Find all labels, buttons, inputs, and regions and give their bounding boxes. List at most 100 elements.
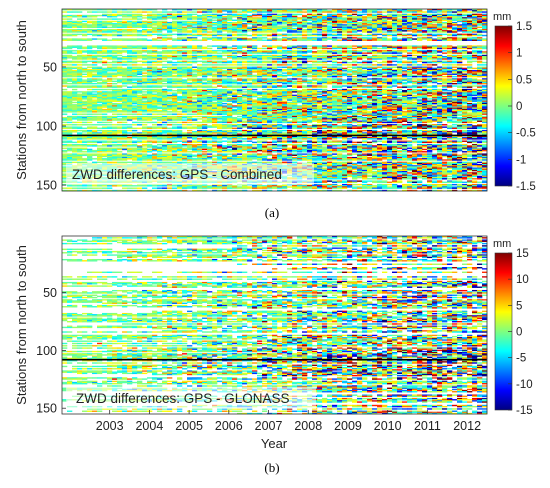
heat-cell: [337, 73, 343, 75]
heat-cell: [262, 54, 268, 57]
heat-cell: [477, 71, 483, 73]
heat-cell: [287, 11, 293, 13]
heat-cell: [342, 93, 348, 95]
heat-cell: [152, 70, 158, 72]
heat-cell: [412, 60, 418, 63]
heat-cell: [192, 97, 198, 99]
heat-cell: [277, 61, 283, 64]
heat-cell: [417, 33, 423, 36]
heat-cell: [182, 57, 188, 59]
heat-cell: [222, 88, 228, 91]
heat-cell: [442, 30, 448, 32]
heat-cell: [97, 33, 103, 36]
heat-cell: [457, 61, 463, 64]
heat-cell: [122, 51, 128, 53]
heat-cell: [197, 66, 203, 68]
heat-cell: [342, 85, 348, 87]
heat-cell: [72, 93, 78, 95]
heat-cell: [122, 21, 128, 24]
heat-cell: [417, 67, 423, 70]
heat-cell: [337, 39, 343, 41]
heat-cell: [147, 14, 153, 17]
heat-cell: [407, 67, 413, 70]
heat-cell: [97, 18, 103, 20]
heat-cell: [482, 94, 488, 97]
heat-cell: [192, 9, 198, 11]
heat-cell: [432, 60, 438, 63]
heat-cell: [202, 16, 208, 18]
heat-cell: [347, 68, 353, 71]
heat-cell: [157, 54, 163, 57]
heat-cell: [167, 72, 173, 74]
heat-cell: [242, 91, 248, 93]
heat-cell: [467, 9, 473, 11]
heat-cell: [482, 78, 488, 80]
heat-cell: [342, 25, 348, 27]
heat-cell: [377, 58, 383, 60]
heat-cell: [117, 39, 123, 41]
heat-cell: [202, 23, 208, 25]
heat-cell: [482, 91, 488, 93]
heat-cell: [382, 95, 388, 98]
heat-cell: [107, 80, 113, 83]
heat-cell: [67, 55, 73, 58]
heat-cell: [342, 91, 348, 93]
heat-cell: [422, 90, 428, 92]
heat-cell: [117, 33, 123, 36]
heat-cell: [87, 79, 93, 81]
heat-cell: [187, 47, 193, 50]
heat-cell: [367, 26, 373, 29]
heat-cell: [127, 82, 133, 85]
heat-cell: [182, 30, 188, 32]
heat-cell: [332, 11, 338, 13]
heat-cell: [432, 75, 438, 78]
heat-cell: [187, 66, 193, 68]
heat-cell: [422, 64, 428, 66]
heat-cell: [247, 82, 253, 85]
heat-cell: [277, 90, 283, 92]
heat-cell: [147, 66, 153, 68]
heat-cell: [422, 93, 428, 95]
heat-cell: [237, 17, 243, 19]
heat-cell: [367, 11, 373, 13]
heat-cell: [197, 25, 203, 27]
heat-cell: [482, 74, 488, 77]
heat-cell: [362, 70, 368, 72]
heat-cell: [317, 34, 323, 37]
heat-cell: [417, 19, 423, 21]
heat-cell: [127, 18, 133, 20]
heat-cell: [217, 10, 223, 12]
heat-cell: [77, 14, 83, 17]
heat-cell: [437, 24, 443, 26]
heat-cell: [392, 95, 398, 98]
heat-cell: [237, 14, 243, 17]
heat-cell: [277, 20, 283, 23]
heat-cell: [247, 20, 253, 23]
heat-cell: [242, 18, 248, 20]
heat-cell: [347, 47, 353, 50]
heat-cell: [462, 70, 468, 72]
heat-cell: [92, 38, 98, 40]
heat-cell: [357, 18, 363, 20]
heat-cell: [67, 80, 73, 83]
heat-cell: [397, 92, 403, 94]
heat-cell: [297, 52, 303, 54]
heat-cell: [137, 18, 143, 20]
heat-cell: [67, 67, 73, 70]
heat-cell: [142, 78, 148, 80]
heat-cell: [392, 78, 398, 80]
heat-cell: [197, 30, 203, 32]
heat-cell: [207, 54, 213, 57]
heat-cell: [337, 47, 343, 50]
heat-cell: [242, 82, 248, 85]
heat-cell: [132, 71, 138, 73]
heat-cell: [102, 52, 108, 54]
heat-cell: [357, 80, 363, 83]
heat-cell: [347, 18, 353, 20]
heat-cell: [327, 23, 333, 25]
heat-cell: [287, 57, 293, 59]
heat-cell: [97, 9, 103, 11]
heat-cell: [212, 13, 218, 16]
heat-cell: [377, 24, 383, 26]
heat-cell: [217, 52, 223, 54]
